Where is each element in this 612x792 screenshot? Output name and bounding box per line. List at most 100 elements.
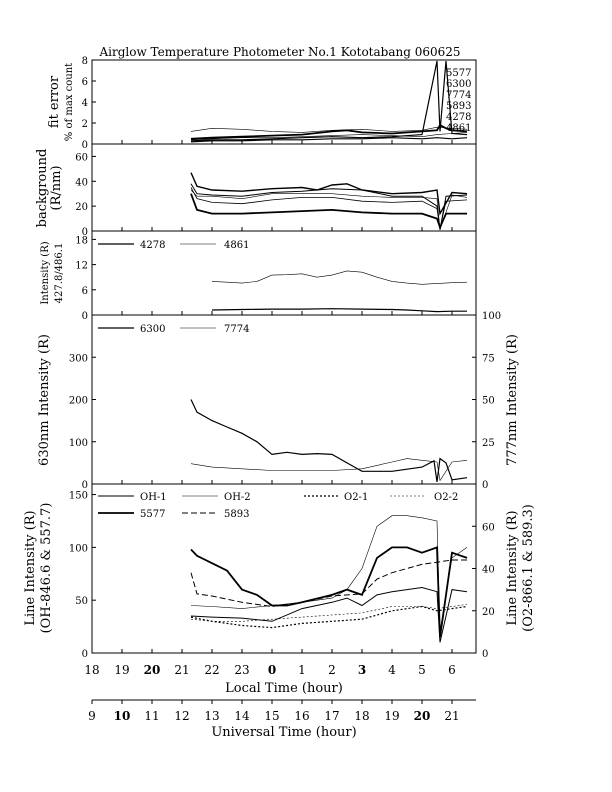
intensity-427-ylabel-1: Intensity (R) bbox=[40, 241, 51, 304]
legend-4861-label: 4861 bbox=[224, 240, 249, 251]
intensity-427-ylabel-2: 427.8/486.1 bbox=[54, 243, 65, 304]
panel-frames bbox=[91, 59, 477, 654]
intensity-427-486-ytick-label-1: 6 bbox=[82, 286, 88, 297]
legend-427-486: 4278 4861 bbox=[98, 240, 249, 251]
local-time-tick-11: 5 bbox=[418, 663, 426, 677]
line-intensity-right-ylabel-2: (O2-866.1 & 589.3) bbox=[521, 504, 536, 632]
universal-time-tick-3: 12 bbox=[174, 709, 189, 723]
fit-error-series-5577 bbox=[190, 123, 468, 140]
fit-error-legend-5893: 5893 bbox=[446, 101, 471, 112]
legend-630-777: 6300 7774 bbox=[98, 324, 249, 335]
background-series-a bbox=[190, 172, 468, 216]
local-time-tick-1: 19 bbox=[114, 663, 129, 677]
intensity-630-777-ytick-label-1: 100 bbox=[69, 438, 88, 449]
fit-error-ytick-label-0: 0 bbox=[82, 140, 88, 151]
x-ticks: 18 19 20 21 22 23 0 1 2 3 4 5 69 10 11 12 13 14 15 16 17 18 19… bbox=[84, 140, 460, 723]
universal-time-tick-2: 11 bbox=[144, 709, 159, 723]
fit-error-series-7774 bbox=[190, 126, 468, 133]
legend-6300-label: 6300 bbox=[140, 324, 165, 335]
universal-time-tick-8: 17 bbox=[324, 709, 339, 723]
intensity-630-777-ytick-label-2: 200 bbox=[69, 396, 88, 407]
line-intensity-ytick-right-label-2: 40 bbox=[482, 565, 495, 576]
background-ytick-label-2: 40 bbox=[75, 177, 88, 188]
universal-time-tick-10: 19 bbox=[384, 709, 399, 723]
legend-line-intensity: OH-1 OH-2 O2-1 O2-2 5577 5893 bbox=[98, 492, 458, 520]
legend-7774-label: 7774 bbox=[224, 324, 249, 335]
line-intensity-ylabel-2: (OH-846.6 & 557.7) bbox=[39, 503, 54, 634]
line-intensity-series-5893 bbox=[190, 559, 467, 608]
fit-error-legend-6300: 6300 bbox=[446, 79, 471, 90]
universal-time-tick-5: 14 bbox=[234, 709, 250, 723]
universal-time-tick-4: 13 bbox=[204, 709, 219, 723]
background-ytick-label-1: 20 bbox=[75, 202, 88, 213]
fit-error-series-6300 bbox=[190, 60, 468, 142]
local-time-tick-7: 1 bbox=[298, 663, 306, 677]
local-time-tick-12: 6 bbox=[448, 663, 456, 677]
background-ylabel-2: (R/nm) bbox=[49, 165, 64, 210]
intensity-630-777-ytick-right-label-1: 25 bbox=[482, 438, 495, 449]
local-time-tick-6: 0 bbox=[268, 663, 276, 677]
universal-time-axis-label: Universal Time (hour) bbox=[211, 725, 356, 740]
intensity-630-777-ytick-label-3: 300 bbox=[69, 353, 88, 364]
local-time-tick-10: 4 bbox=[388, 663, 396, 677]
legend-5893-label: 5893 bbox=[224, 509, 249, 520]
intensity-630-777-series-6300 bbox=[190, 399, 468, 482]
legend-oh1-label: OH-1 bbox=[140, 492, 167, 503]
background-ytick-label-3: 60 bbox=[75, 152, 88, 163]
line-intensity-ytick-label-2: 100 bbox=[69, 543, 88, 554]
universal-time-tick-12: 21 bbox=[444, 709, 459, 723]
local-time-tick-4: 22 bbox=[204, 663, 219, 677]
local-time-tick-9: 3 bbox=[358, 663, 366, 677]
universal-time-tick-7: 16 bbox=[294, 709, 309, 723]
line-intensity-ylabel-1: Line Intensity (R) bbox=[23, 510, 38, 625]
fit-error-ylabel-2: % of max count bbox=[64, 63, 75, 141]
fit-error-legend-4278: 4278 bbox=[446, 112, 471, 123]
legend-5577-label: 5577 bbox=[140, 509, 165, 520]
background-series-e bbox=[190, 189, 468, 230]
line-intensity-ytick-right-label-3: 60 bbox=[482, 522, 495, 533]
universal-time-tick-0: 9 bbox=[88, 709, 96, 723]
line-intensity-ytick-label-3: 150 bbox=[69, 491, 88, 502]
line-intensity-series-oh-2 bbox=[190, 515, 468, 632]
local-time-axis-label: Local Time (hour) bbox=[225, 681, 343, 696]
fit-error-legend-5577: 5577 bbox=[446, 68, 471, 79]
legend-o22-label: O2-2 bbox=[434, 492, 458, 503]
line-intensity-ytick-label-1: 50 bbox=[75, 596, 88, 607]
intensity-630-777-ytick-right-label-0: 0 bbox=[482, 480, 488, 491]
local-time-tick-2: 20 bbox=[144, 663, 161, 677]
fit-error-series-4861 bbox=[190, 132, 468, 141]
legend-4278-label: 4278 bbox=[140, 240, 165, 251]
intensity-630-777-ytick-right-label-3: 75 bbox=[482, 353, 495, 364]
universal-time-tick-9: 18 bbox=[354, 709, 369, 723]
intensity-427-486-ytick-label-0: 0 bbox=[82, 311, 88, 322]
intensity-427-486-ytick-label-3: 18 bbox=[75, 235, 88, 246]
fit-error-ytick-label-2: 4 bbox=[82, 98, 88, 109]
series-lines bbox=[190, 60, 468, 643]
universal-time-tick-1: 10 bbox=[114, 709, 131, 723]
fit-error-ytick-label-3: 6 bbox=[82, 77, 88, 88]
intensity-630-ylabel: 630nm Intensity (R) bbox=[37, 334, 52, 466]
line-intensity-ytick-right-label-1: 20 bbox=[482, 607, 495, 618]
legend-oh2-label: OH-2 bbox=[224, 492, 251, 503]
intensity-630-777-ytick-right-label-4: 100 bbox=[482, 311, 501, 322]
universal-time-tick-11: 20 bbox=[414, 709, 431, 723]
line-intensity-ytick-right-label-0: 0 bbox=[482, 649, 488, 660]
line-intensity-right-ylabel-1: Line Intensity (R) bbox=[505, 510, 520, 625]
universal-time-tick-6: 15 bbox=[264, 709, 279, 723]
local-time-tick-0: 18 bbox=[84, 663, 99, 677]
panel-background-frame bbox=[91, 143, 477, 232]
intensity-427-486-ytick-label-2: 12 bbox=[75, 261, 88, 272]
intensity-630-777-ytick-label-0: 0 bbox=[82, 480, 88, 491]
intensity-630-777-series-7774 bbox=[190, 458, 468, 482]
panel-intensity-630-frame bbox=[91, 314, 477, 485]
fit-error-ytick-label-4: 8 bbox=[82, 56, 88, 67]
intensity-777-ylabel: 777nm Intensity (R) bbox=[505, 334, 520, 466]
line-intensity-series-5577 bbox=[190, 546, 468, 638]
local-time-tick-3: 21 bbox=[174, 663, 189, 677]
intensity-630-777-ytick-right-label-2: 50 bbox=[482, 396, 495, 407]
intensity-427-486-series-4861 bbox=[211, 270, 468, 285]
line-intensity-ytick-label-0: 0 bbox=[82, 649, 88, 660]
fit-error-legend-7774: 7774 bbox=[446, 90, 471, 101]
fit-error-series-4278 bbox=[190, 137, 468, 143]
